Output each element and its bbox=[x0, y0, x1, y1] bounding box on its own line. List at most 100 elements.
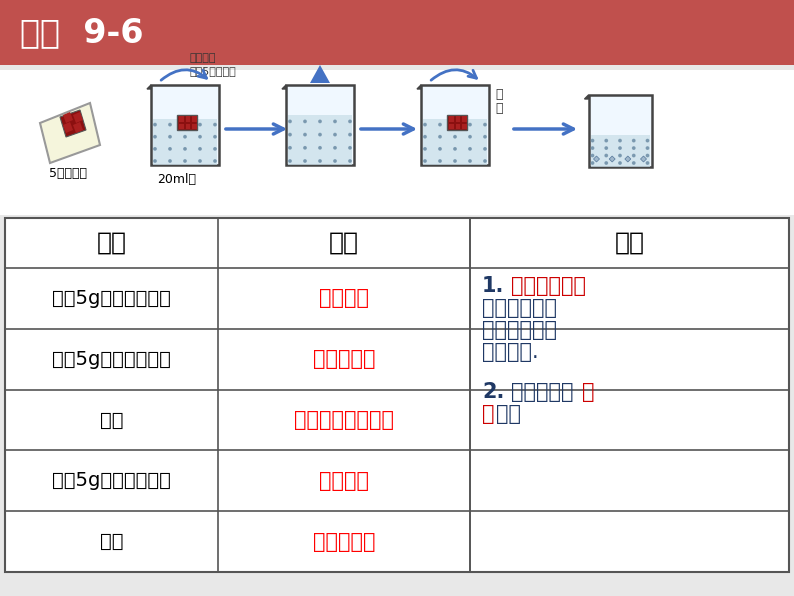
Bar bbox=[186, 116, 191, 122]
Circle shape bbox=[198, 135, 201, 138]
Text: 1.: 1. bbox=[482, 276, 504, 296]
Circle shape bbox=[605, 147, 607, 149]
Bar bbox=[186, 123, 191, 129]
Circle shape bbox=[605, 154, 607, 157]
Circle shape bbox=[214, 148, 216, 150]
Bar bbox=[153, 119, 217, 165]
Circle shape bbox=[439, 135, 441, 138]
Circle shape bbox=[214, 135, 216, 138]
Circle shape bbox=[592, 147, 594, 149]
Circle shape bbox=[633, 139, 635, 142]
Circle shape bbox=[154, 123, 156, 126]
Circle shape bbox=[592, 162, 594, 164]
Polygon shape bbox=[63, 122, 73, 133]
Circle shape bbox=[154, 160, 156, 162]
Text: 一定温度下，: 一定温度下， bbox=[511, 276, 585, 296]
Text: 现象: 现象 bbox=[329, 231, 359, 255]
Text: 有晶体析出: 有晶体析出 bbox=[313, 532, 376, 552]
Circle shape bbox=[454, 148, 457, 150]
Text: 度: 度 bbox=[482, 403, 495, 424]
Text: 加热: 加热 bbox=[100, 411, 123, 430]
Circle shape bbox=[646, 162, 649, 164]
Circle shape bbox=[619, 147, 621, 149]
Circle shape bbox=[183, 148, 187, 150]
Bar bbox=[591, 135, 649, 167]
FancyBboxPatch shape bbox=[286, 85, 354, 165]
Bar bbox=[5, 218, 789, 572]
Bar bbox=[456, 116, 461, 122]
Text: 温: 温 bbox=[582, 381, 594, 402]
FancyBboxPatch shape bbox=[151, 85, 219, 165]
Circle shape bbox=[183, 135, 187, 138]
Circle shape bbox=[304, 147, 306, 149]
Text: 一定量溶剂溶: 一定量溶剂溶 bbox=[482, 298, 557, 318]
Circle shape bbox=[468, 135, 471, 138]
Circle shape bbox=[468, 148, 471, 150]
Circle shape bbox=[605, 139, 607, 142]
Circle shape bbox=[198, 123, 201, 126]
Circle shape bbox=[289, 147, 291, 149]
Circle shape bbox=[646, 139, 649, 142]
Polygon shape bbox=[147, 85, 151, 89]
Circle shape bbox=[349, 147, 351, 149]
Circle shape bbox=[349, 160, 351, 162]
Circle shape bbox=[454, 135, 457, 138]
Circle shape bbox=[633, 154, 635, 157]
Circle shape bbox=[424, 148, 426, 150]
Text: 再加5克硝酸钾: 再加5克硝酸钾 bbox=[190, 66, 237, 76]
Circle shape bbox=[484, 123, 486, 126]
Circle shape bbox=[319, 147, 322, 149]
Text: 加入5g硝酸钾，搅拌: 加入5g硝酸钾，搅拌 bbox=[52, 289, 171, 308]
Text: 全部溶解: 全部溶解 bbox=[319, 288, 369, 308]
Bar bbox=[179, 123, 184, 129]
Circle shape bbox=[468, 160, 471, 162]
Polygon shape bbox=[282, 85, 286, 89]
Circle shape bbox=[154, 135, 156, 138]
Circle shape bbox=[619, 139, 621, 142]
Text: 冷却: 冷却 bbox=[100, 532, 123, 551]
Text: 再加5g硝酸钾，搅拌: 再加5g硝酸钾，搅拌 bbox=[52, 350, 171, 369]
Text: 物质溶解受: 物质溶解受 bbox=[511, 381, 573, 402]
Circle shape bbox=[289, 120, 291, 123]
Circle shape bbox=[169, 135, 172, 138]
Polygon shape bbox=[60, 110, 86, 137]
Polygon shape bbox=[73, 122, 83, 133]
FancyBboxPatch shape bbox=[421, 85, 489, 165]
Circle shape bbox=[592, 139, 594, 142]
Bar bbox=[462, 123, 467, 129]
Circle shape bbox=[439, 160, 441, 162]
Bar bbox=[449, 123, 454, 129]
Polygon shape bbox=[40, 103, 100, 163]
Bar bbox=[178, 116, 197, 130]
Polygon shape bbox=[417, 85, 421, 89]
Circle shape bbox=[198, 148, 201, 150]
Text: 操作: 操作 bbox=[97, 231, 126, 255]
Circle shape bbox=[169, 160, 172, 162]
Text: 冷: 冷 bbox=[495, 88, 503, 101]
Circle shape bbox=[424, 135, 426, 138]
Bar bbox=[456, 123, 461, 129]
Circle shape bbox=[169, 148, 172, 150]
Bar bbox=[192, 116, 197, 122]
Circle shape bbox=[169, 123, 172, 126]
Bar bbox=[192, 123, 197, 129]
Polygon shape bbox=[73, 112, 83, 123]
Text: 5克硝酸钾: 5克硝酸钾 bbox=[49, 167, 87, 180]
Circle shape bbox=[214, 123, 216, 126]
Circle shape bbox=[333, 134, 336, 136]
Circle shape bbox=[319, 134, 322, 136]
Circle shape bbox=[484, 148, 486, 150]
Text: 2.: 2. bbox=[482, 381, 504, 402]
Circle shape bbox=[333, 147, 336, 149]
FancyBboxPatch shape bbox=[588, 95, 652, 167]
Text: 有固体剩余: 有固体剩余 bbox=[313, 349, 376, 369]
Circle shape bbox=[439, 123, 441, 126]
Circle shape bbox=[633, 162, 635, 164]
Circle shape bbox=[304, 120, 306, 123]
Text: 剩余固体全部溶解: 剩余固体全部溶解 bbox=[294, 410, 394, 430]
Circle shape bbox=[633, 147, 635, 149]
Circle shape bbox=[349, 120, 351, 123]
Circle shape bbox=[468, 123, 471, 126]
Circle shape bbox=[592, 154, 594, 157]
Circle shape bbox=[304, 134, 306, 136]
